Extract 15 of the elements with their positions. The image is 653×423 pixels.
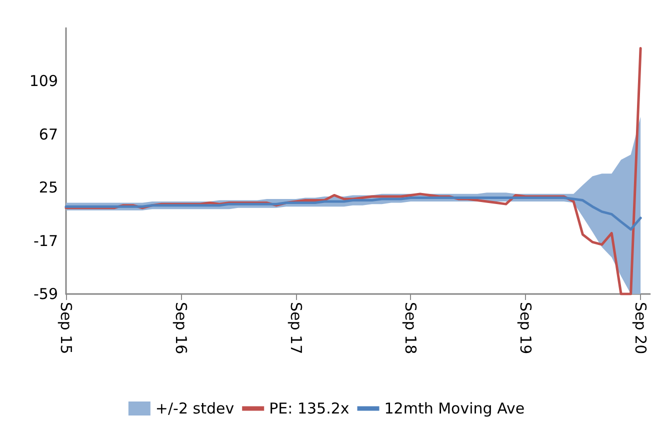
x-tick-label: Sep 15 <box>57 302 75 354</box>
x-tick-label: Sep 19 <box>516 302 534 354</box>
y-tick-label: 67 <box>38 125 58 144</box>
legend-label: PE: 135.2x <box>269 400 350 418</box>
x-tick-label: Sep 17 <box>286 302 305 354</box>
legend-label: +/-2 stdev <box>155 400 234 418</box>
y-tick-label: 25 <box>38 178 58 197</box>
line-series <box>64 196 642 231</box>
y-tick-label: -59 <box>34 285 58 303</box>
x-tick-label: Sep 20 <box>632 302 650 354</box>
legend-label: 12mth Moving Ave <box>384 400 525 418</box>
y-tick-label: -17 <box>34 232 58 250</box>
x-tick-label: Sep 18 <box>402 302 420 354</box>
x-tick-label: Sep 16 <box>172 302 190 354</box>
y-tick-label: 109 <box>29 72 58 90</box>
